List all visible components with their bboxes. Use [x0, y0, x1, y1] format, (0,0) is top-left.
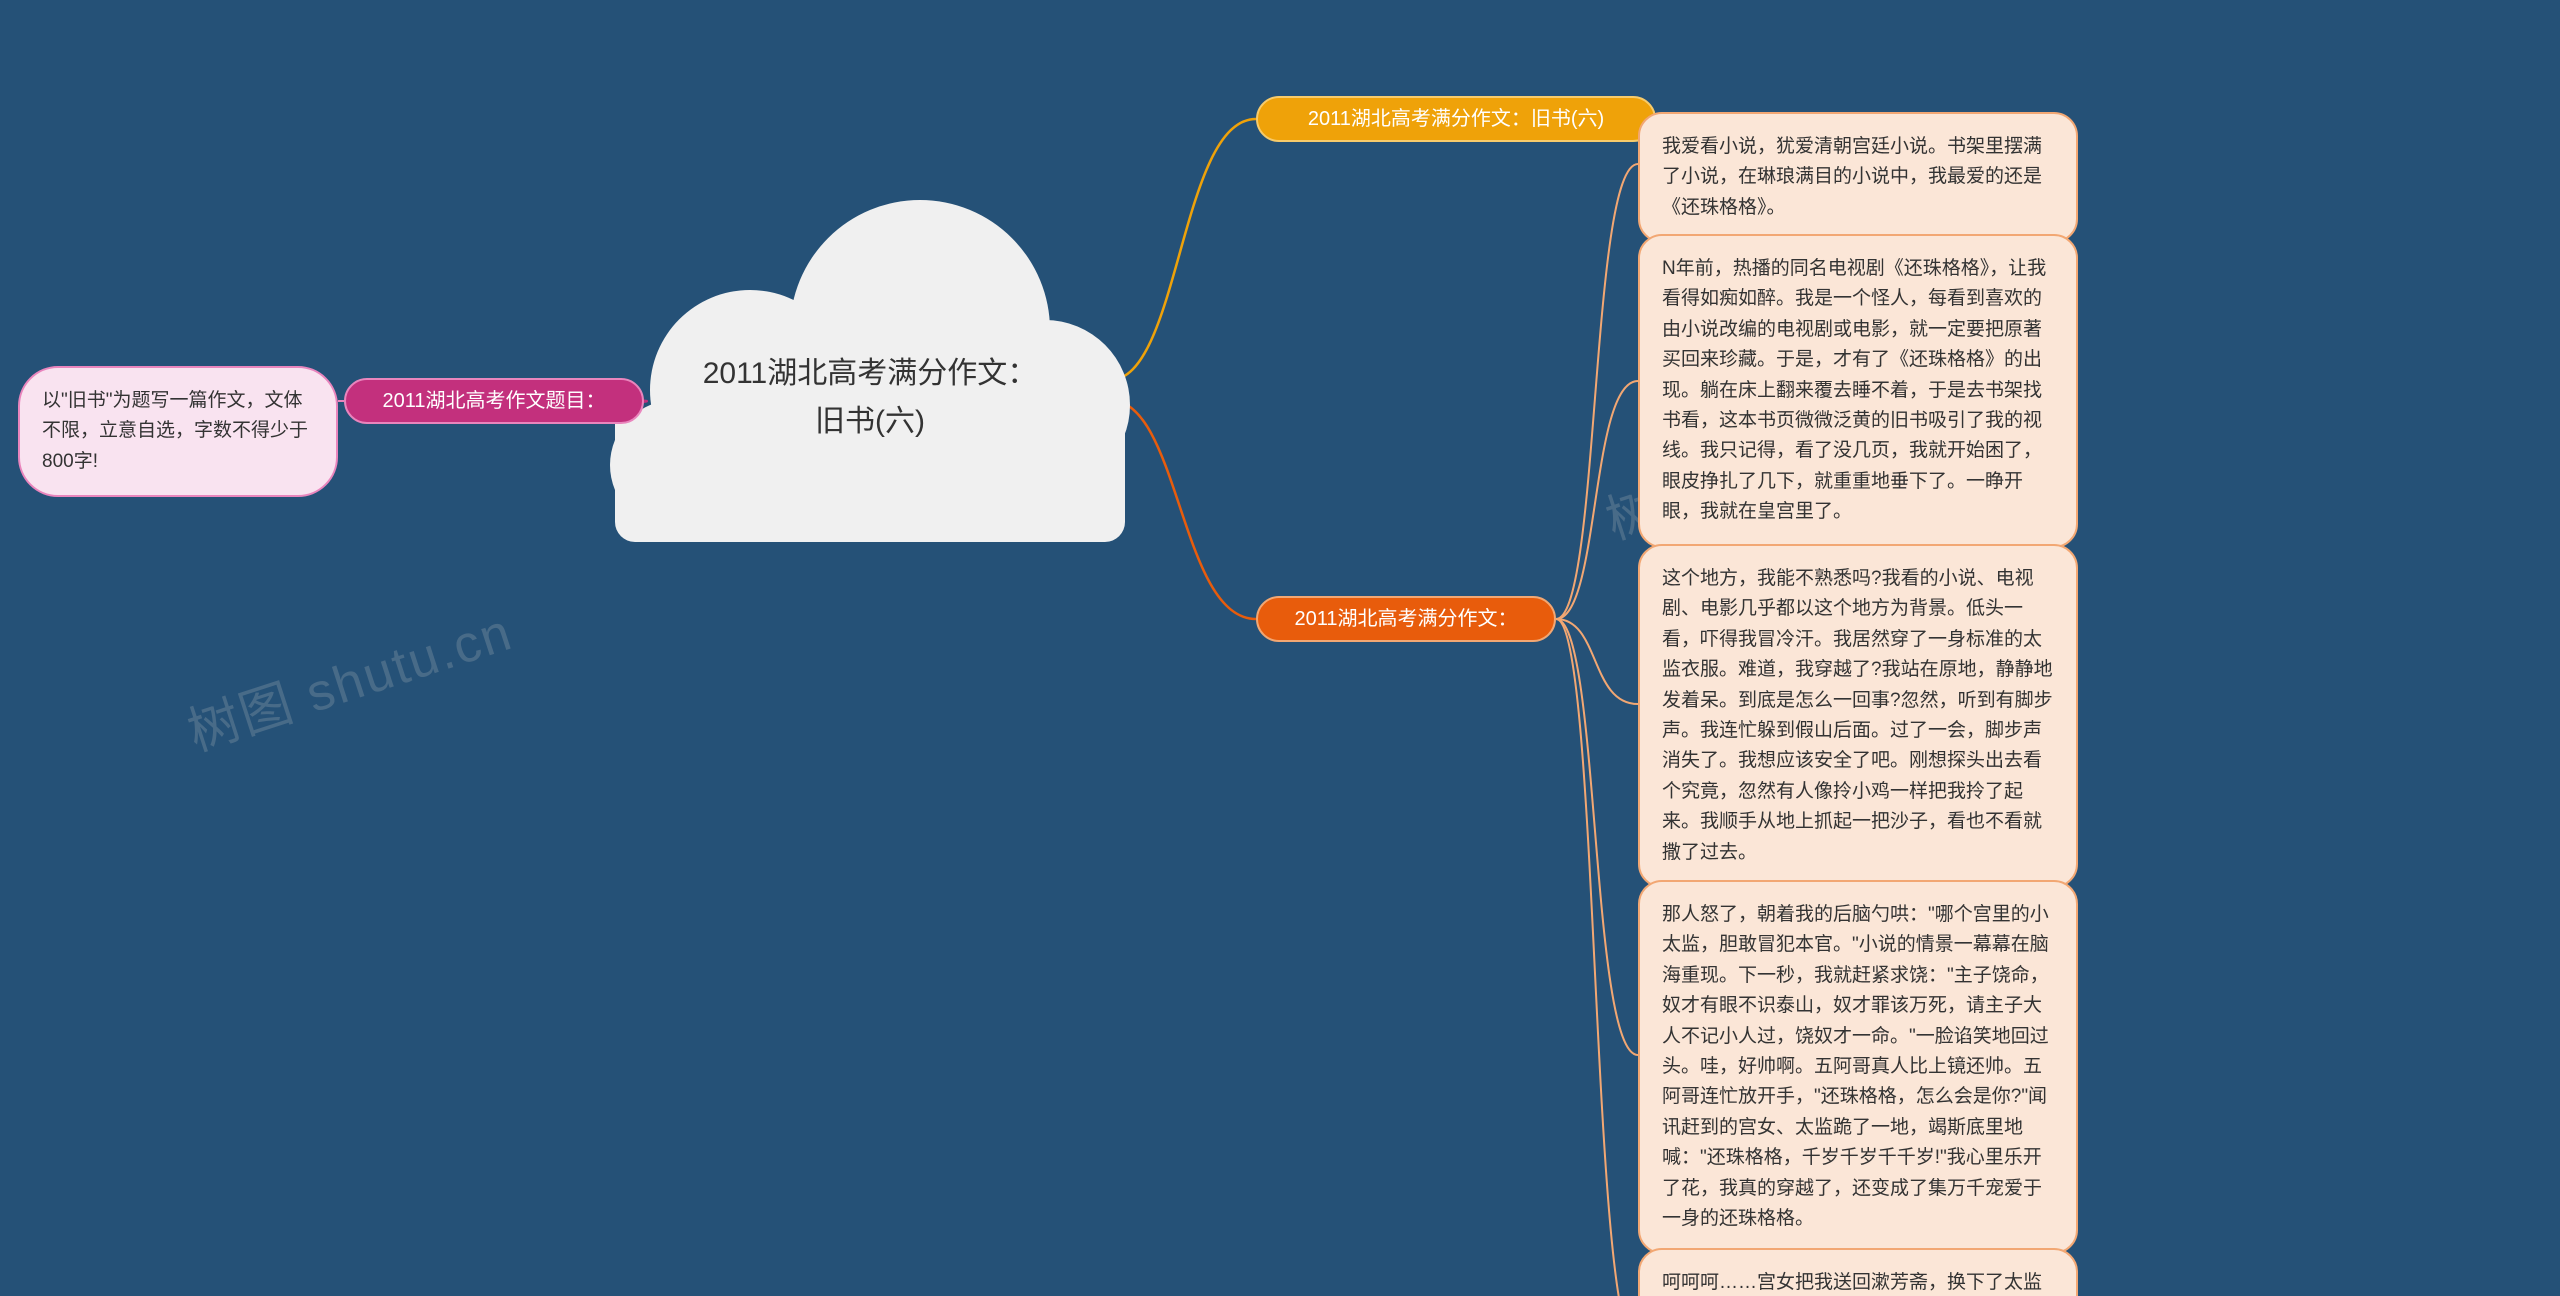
leaf-prompt: 以"旧书"为题写一篇作文，文体不限，立意自选，字数不得少于800字! — [18, 366, 338, 497]
leaf-paragraph: 我爱看小说，犹爱清朝宫廷小说。书架里摆满了小说，在琳琅满目的小说中，我最爱的还是… — [1638, 112, 2078, 243]
branch-title-right-top[interactable]: 2011湖北高考满分作文：旧书(六) — [1256, 96, 1656, 142]
leaf-paragraph: N年前，热播的同名电视剧《还珠格格》，让我看得如痴如醉。我是一个怪人，每看到喜欢… — [1638, 234, 2078, 548]
branch-topic-left[interactable]: 2011湖北高考作文题目： — [344, 378, 644, 424]
leaf-paragraph: 呵呵呵……宫女把我送回漱芳斋，换下了太监装，穿上了古代的旗袍，再稍作打扮。美得我… — [1638, 1248, 2078, 1296]
connectors — [0, 0, 2560, 1296]
watermark: 树图 shutu.cn — [177, 590, 521, 765]
center-node-title: 2011湖北高考满分作文：旧书(六) — [660, 350, 1080, 446]
connector-layer — [0, 0, 2560, 1296]
leaf-paragraph: 那人怒了，朝着我的后脑勺哄："哪个宫里的小太监，胆敢冒犯本官。"小说的情景一幕幕… — [1638, 880, 2078, 1254]
leaf-paragraph: 这个地方，我能不熟悉吗?我看的小说、电视剧、电影几乎都以这个地方为背景。低头一看… — [1638, 544, 2078, 888]
branch-essay-right[interactable]: 2011湖北高考满分作文： — [1256, 596, 1556, 642]
